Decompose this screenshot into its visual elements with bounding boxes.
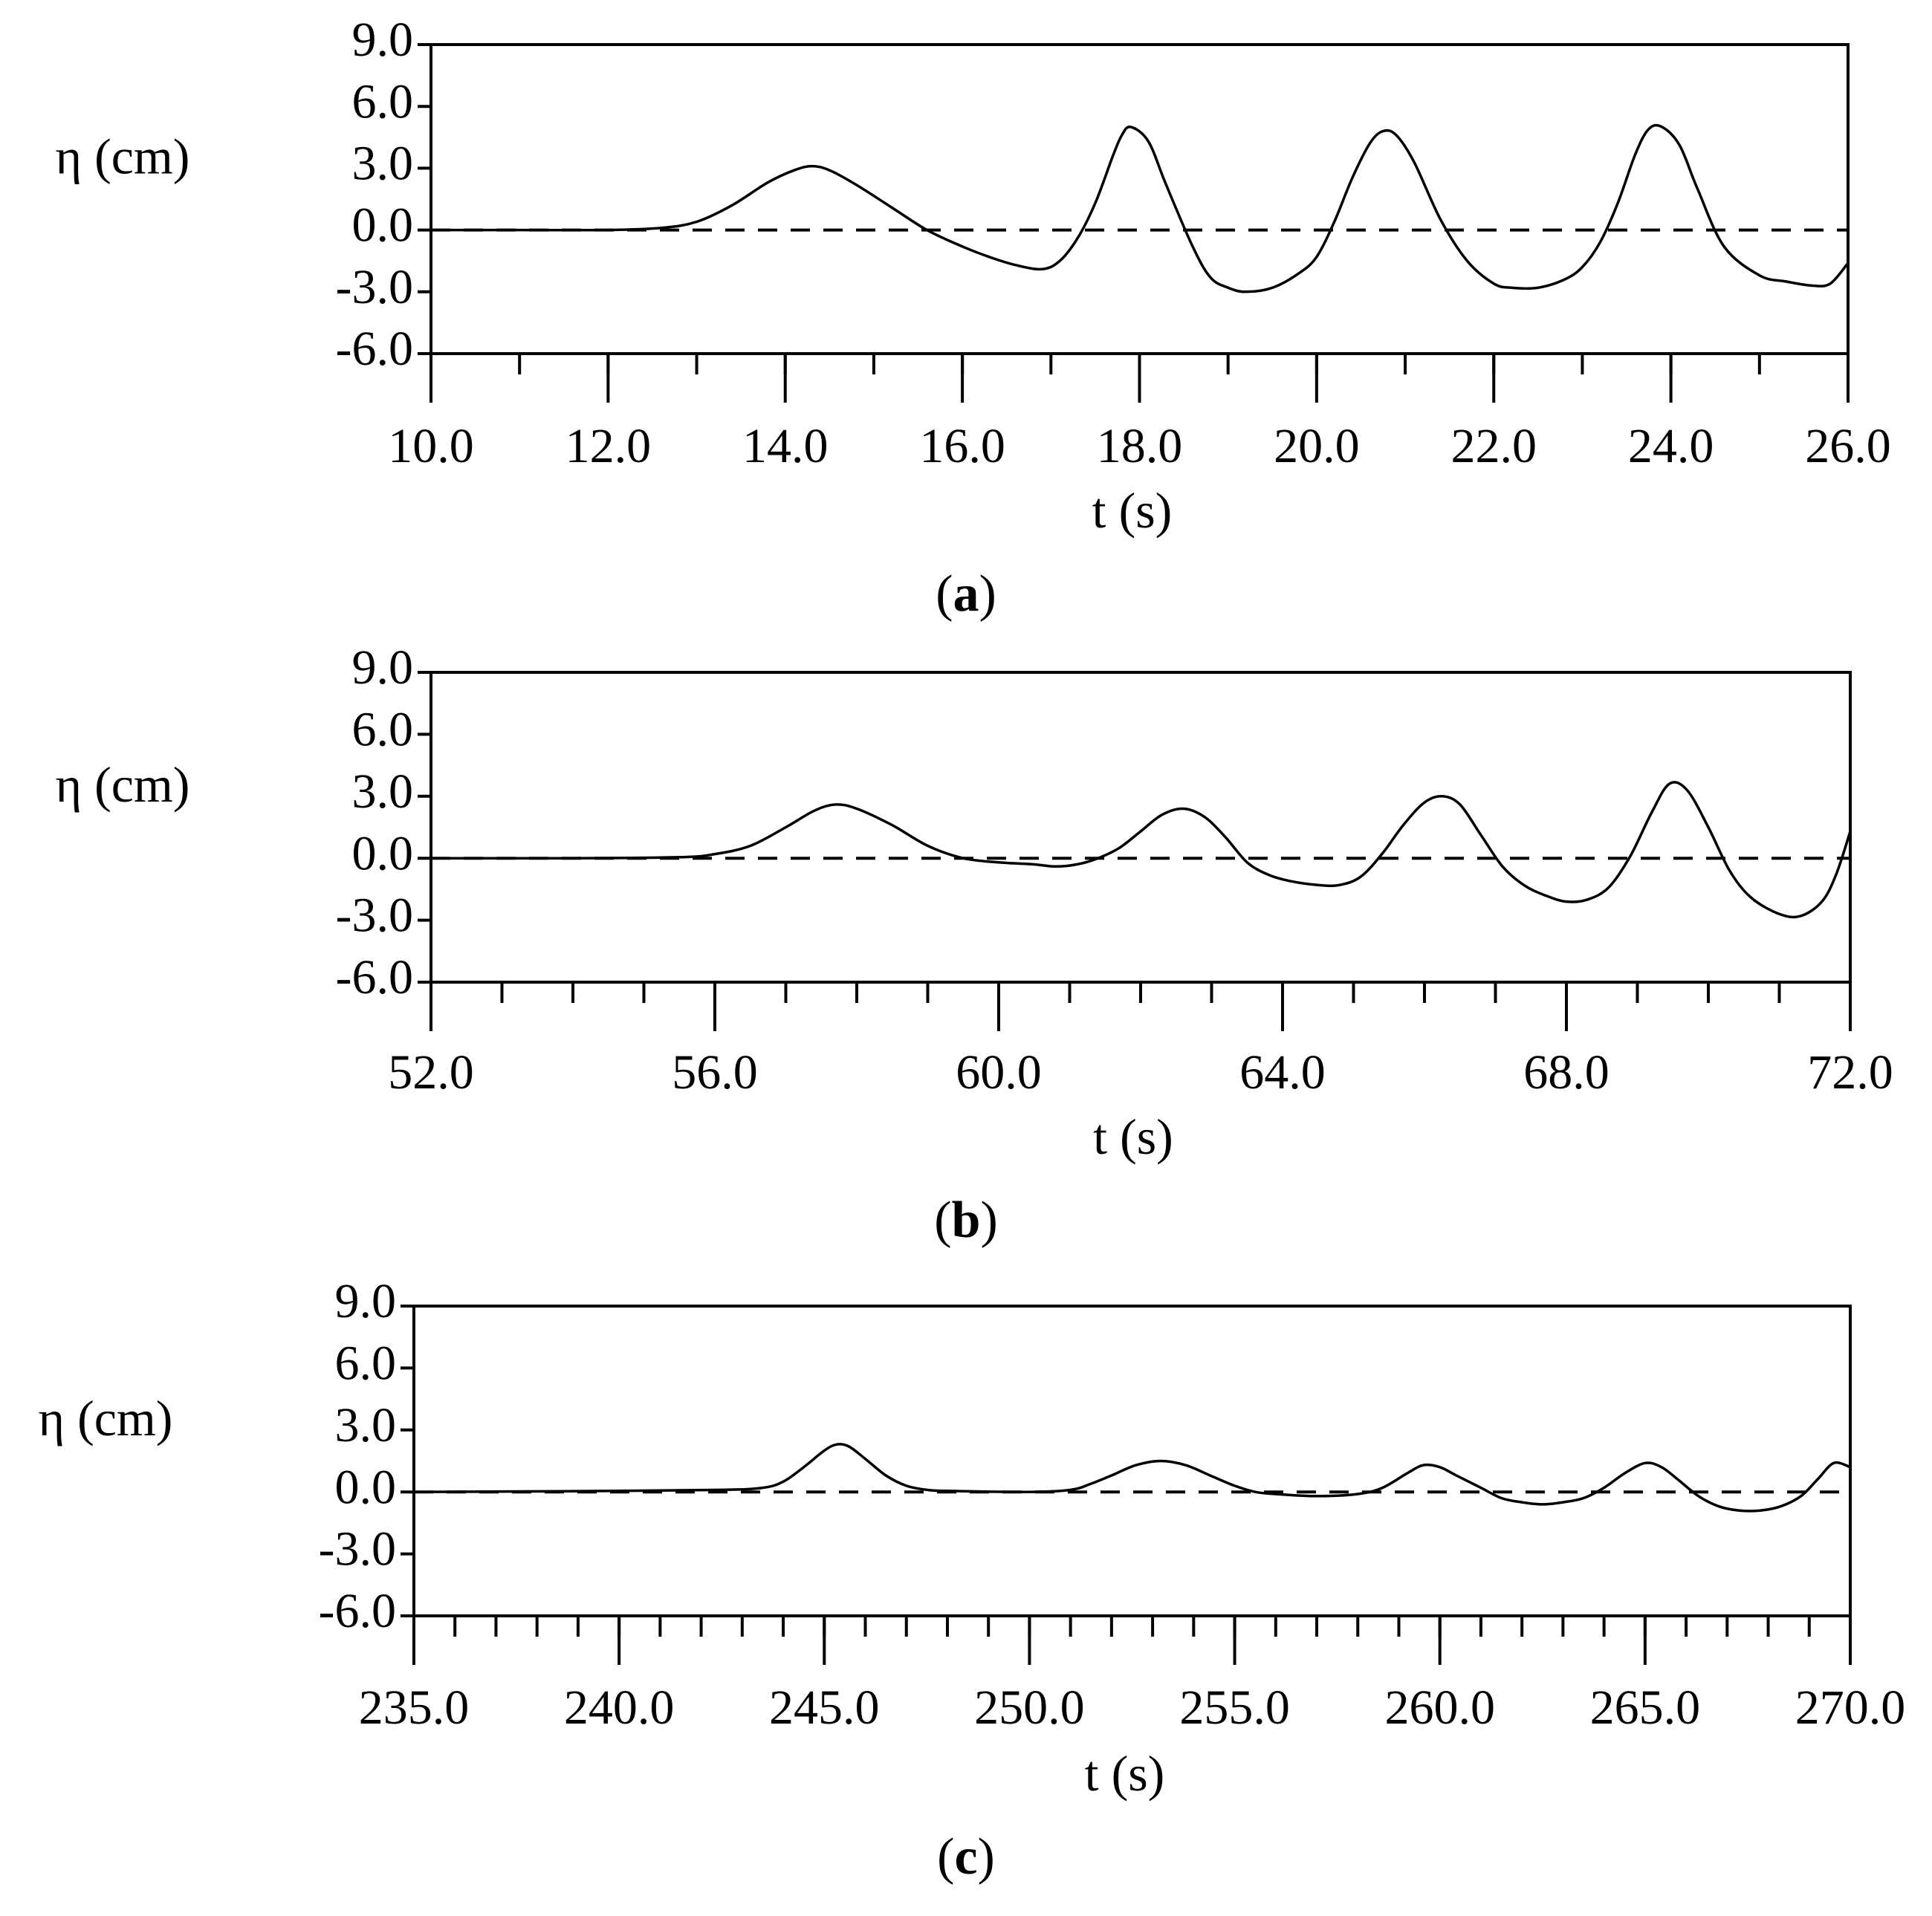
y-tick-label-a: 9.0 [352, 13, 414, 67]
x-tick-label-b: 68.0 [1523, 1045, 1610, 1100]
y-axis-title-a: η (cm) [56, 129, 190, 185]
series-line-c-0 [413, 1443, 1851, 1513]
y-tick-label-b: -3.0 [336, 889, 413, 943]
y-tick-label-c: -6.0 [319, 1584, 396, 1638]
x-axis-title-a: t (s) [1092, 482, 1173, 539]
plot-frame-c [412, 1305, 1852, 1617]
x-tick-label-a: 14.0 [742, 419, 829, 473]
x-tick-label-a: 12.0 [565, 419, 652, 473]
y-tick-label-b: 9.0 [352, 640, 414, 695]
y-tick-label-b: 3.0 [352, 764, 414, 819]
y-tick-label-a: 0.0 [352, 198, 414, 253]
x-tick-label-b: 60.0 [956, 1045, 1042, 1100]
x-tick-label-c: 255.0 [1179, 1680, 1290, 1735]
x-axis-title-c: t (s) [1085, 1745, 1165, 1802]
x-tick-label-b: 52.0 [388, 1045, 474, 1100]
y-tick-label-a: 6.0 [352, 74, 414, 129]
y-tick-label-b: 6.0 [352, 703, 414, 757]
y-tick-label-a: -3.0 [336, 260, 413, 314]
panel-label-c: (c) [937, 1828, 995, 1886]
y-tick-label-b: -6.0 [336, 950, 413, 1004]
y-tick-label-c: -3.0 [319, 1522, 396, 1576]
x-tick-label-c: 240.0 [564, 1680, 675, 1735]
panel-label-b: (b) [934, 1192, 998, 1249]
x-tick-label-c: 250.0 [974, 1680, 1085, 1735]
panel-a: 9.0 6.0 3.0 0.0 -3.0 -6.0 10.0 12.0 14.0 16.0 18.0… [56, 13, 1891, 623]
y-tick-label-c: 9.0 [335, 1274, 397, 1328]
panel-label-a: (a) [936, 565, 996, 623]
x-tick-label-a: 18.0 [1097, 419, 1183, 473]
panel-b: 9.0 6.0 3.0 0.0 -3.0 -6.0 52.0 56.0 60.0 64.0 68.0… [56, 640, 1893, 1249]
x-tick-label-a: 26.0 [1805, 419, 1891, 473]
x-tick-label-b: 72.0 [1807, 1045, 1893, 1100]
y-axis-title-b: η (cm) [56, 756, 190, 813]
x-tick-label-c: 270.0 [1795, 1680, 1906, 1735]
x-tick-label-a: 10.0 [388, 419, 474, 473]
y-tick-label-c: 6.0 [335, 1337, 397, 1391]
x-tick-label-c: 245.0 [769, 1680, 880, 1735]
x-tick-label-a: 22.0 [1451, 419, 1537, 473]
y-tick-label-c: 3.0 [335, 1398, 397, 1452]
y-axis-title-c: η (cm) [39, 1390, 173, 1446]
x-tick-label-c: 235.0 [359, 1680, 470, 1735]
y-tick-label-a: 3.0 [352, 137, 414, 191]
x-tick-label-b: 64.0 [1239, 1045, 1326, 1100]
y-tick-label-c: 0.0 [335, 1460, 397, 1514]
x-tick-label-a: 20.0 [1274, 419, 1360, 473]
x-tick-label-c: 265.0 [1590, 1680, 1701, 1735]
x-tick-label-a: 16.0 [919, 419, 1005, 473]
x-tick-label-a: 24.0 [1628, 419, 1714, 473]
y-tick-label-b: 0.0 [352, 826, 414, 880]
x-axis-title-b: t (s) [1093, 1108, 1173, 1165]
y-tick-label-a: -6.0 [336, 322, 413, 376]
series-line-b-0 [430, 781, 1852, 919]
panel-c: 9.0 6.0 3.0 0.0 -3.0 -6.0 235.0 240.0 245.0 250.0… [39, 1274, 1906, 1886]
x-tick-label-c: 260.0 [1384, 1680, 1495, 1735]
series-line-a-0 [430, 123, 1850, 293]
x-tick-label-b: 56.0 [672, 1045, 758, 1100]
